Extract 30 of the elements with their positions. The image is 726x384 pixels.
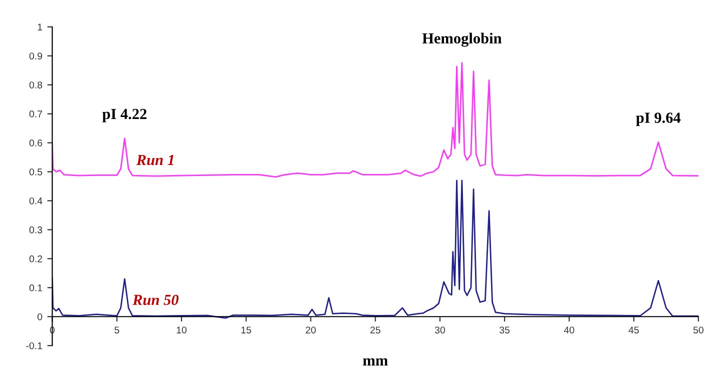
annotation: Hemoglobin xyxy=(422,32,502,47)
y-tick-label: 0.7 xyxy=(29,110,42,118)
y-tick-label: 0.4 xyxy=(29,197,42,204)
x-axis-title: mm xyxy=(363,358,388,366)
y-tick-label: 0.2 xyxy=(29,255,42,262)
y-tick-label: 0.9 xyxy=(29,52,42,60)
x-tick-label: 20 xyxy=(306,326,316,334)
x-tick-label: 25 xyxy=(370,326,380,334)
series-label: Run 50 xyxy=(132,294,179,306)
x-tick-label: 30 xyxy=(434,326,445,334)
series-label: Run 1 xyxy=(136,154,174,166)
x-tick-label: 50 xyxy=(693,326,704,334)
annotation: pI 9.64 xyxy=(636,112,681,126)
y-tick-label: -0.1 xyxy=(26,342,42,350)
y-tick-label: 0.5 xyxy=(29,168,42,176)
y-tick-label: 0 xyxy=(38,313,42,320)
x-tick-label: 10 xyxy=(176,326,187,334)
x-tick-label: 45 xyxy=(628,326,639,334)
annotation: pI 4.22 xyxy=(102,108,146,122)
x-tick-label: 15 xyxy=(241,326,252,334)
y-tick-label: 0.1 xyxy=(29,284,42,292)
x-tick-label: 35 xyxy=(500,326,510,334)
line-series xyxy=(52,180,698,319)
y-tick-label: 1 xyxy=(38,24,42,30)
x-tick-label: 40 xyxy=(564,326,574,334)
y-tick-label: 0.3 xyxy=(29,226,42,234)
y-tick-label: 0.6 xyxy=(29,140,42,146)
x-tick-label: 5 xyxy=(114,326,120,334)
line-series xyxy=(52,62,698,178)
y-tick-label: 0.8 xyxy=(29,82,42,88)
